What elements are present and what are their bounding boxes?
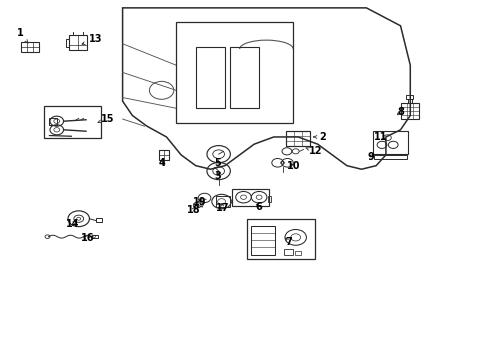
Bar [49, 118, 57, 126]
Bar [158, 150, 169, 160]
Bar [69, 35, 87, 50]
Bar [195, 47, 224, 108]
Bar [286, 131, 309, 146]
Bar [65, 39, 69, 47]
Text: 7: 7 [285, 237, 291, 247]
Text: 1: 1 [17, 28, 28, 43]
Text: 2: 2 [313, 132, 325, 142]
Text: 18: 18 [186, 205, 200, 215]
Bar [267, 196, 270, 202]
Bar [294, 251, 300, 255]
Text: 17: 17 [215, 203, 229, 213]
Text: 19: 19 [192, 197, 206, 207]
Bar [215, 196, 230, 207]
Text: 15: 15 [98, 114, 115, 124]
Text: 16: 16 [81, 233, 94, 243]
Bar [406, 95, 412, 99]
Bar [231, 189, 268, 206]
Bar [92, 234, 98, 238]
Bar [246, 220, 315, 259]
Text: 13: 13 [82, 34, 102, 45]
Text: 10: 10 [286, 161, 300, 171]
Text: 14: 14 [66, 219, 80, 229]
Bar [96, 218, 102, 222]
Bar [43, 106, 101, 138]
Text: 12: 12 [305, 146, 321, 156]
Text: 5: 5 [214, 158, 221, 168]
Text: 4: 4 [158, 158, 164, 168]
Bar [176, 22, 293, 123]
Text: 11: 11 [373, 132, 387, 142]
Text: 3: 3 [214, 171, 221, 181]
Text: 9: 9 [367, 152, 374, 162]
Bar [283, 249, 293, 255]
Text: 6: 6 [255, 202, 262, 212]
Bar [373, 155, 406, 159]
Bar [250, 226, 275, 255]
Text: 8: 8 [396, 107, 403, 117]
Bar [400, 103, 418, 119]
Bar [21, 42, 39, 52]
Bar [229, 47, 259, 108]
